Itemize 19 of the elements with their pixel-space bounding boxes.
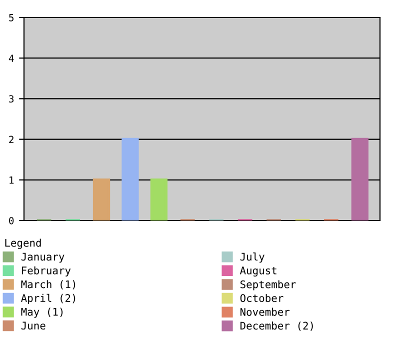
legend-title: Legend: [5, 238, 41, 249]
legend-label: March (1): [21, 280, 76, 290]
legend-label: December (2): [240, 322, 313, 331]
y-tick-label: 2: [9, 136, 14, 144]
y-tick-label: 5: [9, 14, 14, 22]
legend-label: May (1): [21, 308, 63, 318]
legend-label: November: [240, 308, 290, 316]
legend-label: April (2): [21, 294, 76, 304]
y-tick-label: 1: [10, 176, 14, 184]
legend-label: January: [21, 252, 64, 263]
y-tick-label: 4: [8, 54, 14, 62]
legend-label: August: [240, 266, 276, 277]
legend-label: June: [21, 322, 46, 330]
legend-label: February: [22, 266, 71, 276]
legend-label: July: [240, 252, 264, 263]
legend-label: September: [240, 280, 296, 290]
legend-label: October: [240, 294, 284, 302]
y-tick-label: 0: [9, 217, 14, 224]
y-tick-label: 3: [9, 95, 14, 103]
